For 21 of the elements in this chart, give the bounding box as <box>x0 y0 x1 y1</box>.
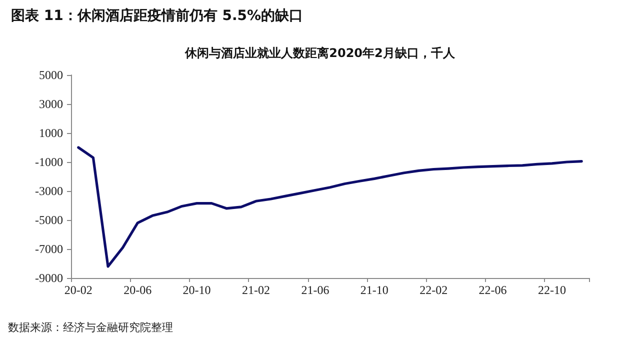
x-tick-label: 22-10 <box>538 283 566 297</box>
y-tick-label: -3000 <box>35 184 63 198</box>
source-note: 数据来源：经济与金融研究院整理 <box>8 321 173 334</box>
y-tick-label: 1000 <box>39 126 63 140</box>
y-tick-label: -7000 <box>35 242 63 256</box>
x-tick-label: 22-06 <box>478 283 507 297</box>
chart-subtitle: 休闲与酒店业就业人数距离2020年2月缺口，千人 <box>184 46 456 60</box>
x-tick-label: 20-06 <box>124 283 152 297</box>
y-tick-label: -1000 <box>35 155 63 169</box>
y-tick-label: 5000 <box>39 68 63 82</box>
y-tick-label: -5000 <box>35 213 63 227</box>
y-tick-label: 3000 <box>39 97 63 111</box>
x-tick-label: 21-06 <box>301 283 330 297</box>
x-tick-label: 20-02 <box>64 283 92 297</box>
x-tick-label: 21-10 <box>360 283 388 297</box>
chart-title: 图表 11：休闲酒店距疫情前仍有 5.5%的缺口 <box>11 7 304 24</box>
x-tick-label: 20-10 <box>182 283 211 297</box>
y-tick-label: -9000 <box>35 271 63 285</box>
x-tick-label: 21-02 <box>242 283 270 297</box>
line-series <box>77 146 583 268</box>
x-tick-label: 22-02 <box>420 283 448 297</box>
